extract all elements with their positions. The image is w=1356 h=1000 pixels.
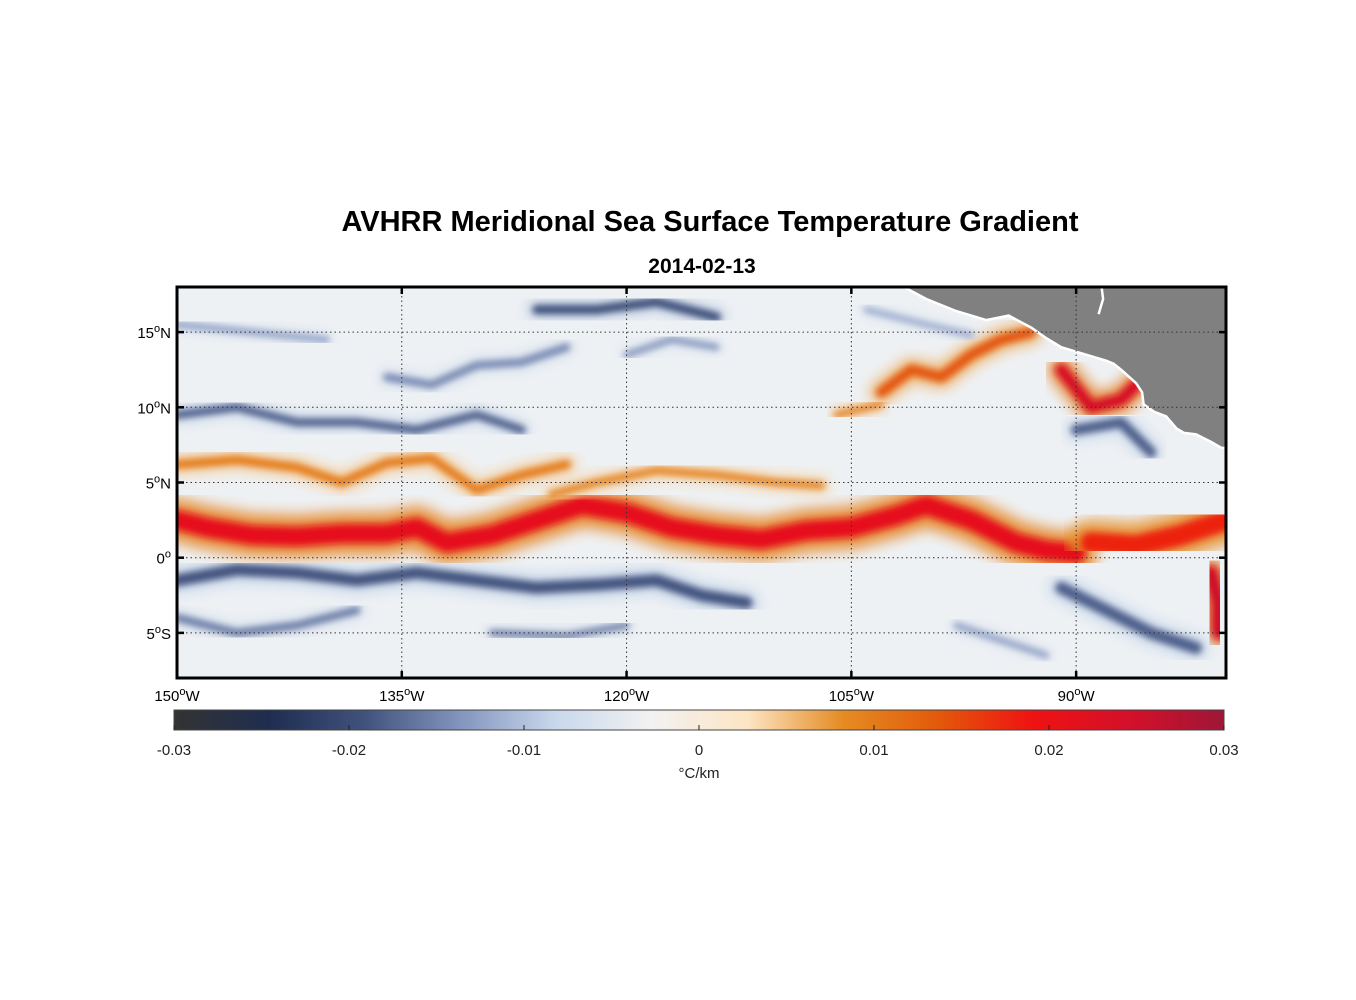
cold-front — [378, 338, 575, 394]
lat-tick-label: 5oN — [146, 474, 171, 493]
colorbar-units: °C/km — [679, 765, 720, 782]
colorbar-tick-label: 0.03 — [1209, 742, 1238, 759]
lon-tick-label: 120oW — [604, 686, 650, 705]
warm-front — [177, 448, 577, 500]
warm-front — [1068, 497, 1226, 569]
warm-front — [869, 320, 1043, 404]
warm-front — [1048, 356, 1150, 421]
cold-front — [177, 318, 334, 347]
lat-tick-label: 5oS — [147, 624, 171, 643]
grid-lines — [177, 287, 1226, 678]
cold-front — [859, 303, 978, 342]
cold-front — [949, 618, 1053, 662]
colorbar-tick-label: -0.02 — [332, 742, 366, 759]
chart-subtitle: 2014-02-13 — [648, 255, 756, 278]
lon-tick-label: 105oW — [829, 686, 875, 705]
colorbar: -0.03 -0.02 -0.01 0 0.01 0.02 0.03 °C/km — [157, 709, 1239, 782]
cold-front — [1048, 574, 1210, 662]
lon-tick-label: 135oW — [379, 686, 425, 705]
lat-tick-label: 10oN — [137, 398, 171, 417]
lon-tick-label: 150oW — [154, 686, 200, 705]
chart-title: AVHRR Meridional Sea Surface Temperature… — [341, 206, 1079, 238]
central-america-land — [903, 287, 1226, 450]
colorbar-tick-label: -0.01 — [507, 742, 541, 759]
lat-tick-label: 15oN — [137, 323, 171, 342]
colorbar-tick-label: 0.02 — [1034, 742, 1063, 759]
axis-ticks: 150oW 135oW 120oW 105oW 90oW 15oN 10oN 5oN 0o 5oS — [137, 287, 1226, 705]
warm-front — [1196, 557, 1226, 648]
colorbar-tick-label: 0.01 — [859, 742, 888, 759]
cold-front — [177, 556, 760, 616]
cold-front — [1064, 410, 1163, 464]
cold-front — [485, 618, 634, 643]
coastline — [1097, 287, 1105, 315]
colorbar-tick-label: -0.03 — [157, 742, 191, 759]
warm-front — [543, 462, 830, 503]
gradient-field — [177, 292, 1226, 662]
warm-front — [829, 397, 888, 422]
cold-front — [177, 602, 366, 642]
land-mask — [903, 287, 1226, 450]
cold-front — [620, 333, 724, 362]
colorbar-tick-label: 0 — [695, 742, 703, 759]
lon-tick-label: 90oW — [1058, 686, 1096, 705]
lat-tick-label: 0o — [157, 549, 171, 568]
